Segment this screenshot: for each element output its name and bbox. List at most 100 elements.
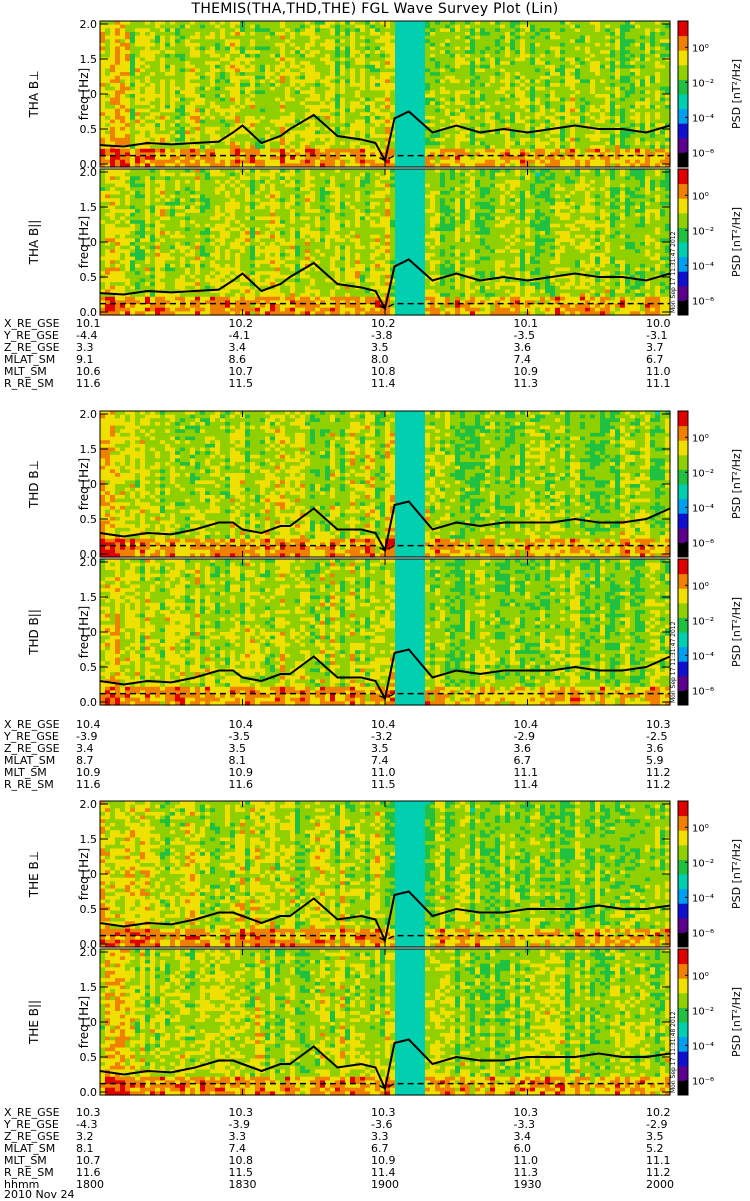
colorbar-tick-label: 10⁻⁶ xyxy=(692,1076,714,1087)
orbit-value: 1930 xyxy=(514,1179,542,1191)
y-tick-label: 1.5 xyxy=(80,833,98,846)
colorbar-tick-label: 10⁻⁶ xyxy=(692,148,714,159)
y-tick-label: 2.0 xyxy=(80,18,98,31)
y-tick-label: 2.0 xyxy=(80,166,98,179)
y-tick-label: 0.5 xyxy=(80,271,98,284)
colorbar: 10⁰ 10⁻² 10⁻⁴ 10⁻⁶ PSD [nT²/Hz] xyxy=(678,801,743,948)
y-tick-label: 1.5 xyxy=(80,53,98,66)
orbit-row-label: R_RE_SM xyxy=(4,779,54,791)
y-tick-label: 0.5 xyxy=(80,513,98,526)
colorbar-tick-label: 10⁰ xyxy=(692,433,709,444)
colorbar-tick-label: 10⁻⁴ xyxy=(692,113,714,124)
orbit-value: 11.6 xyxy=(76,378,101,390)
panel-label: THE B|| xyxy=(27,1000,41,1045)
y-tick-label: 0.0 xyxy=(80,696,98,709)
colorbar-label: PSD [nT²/Hz] xyxy=(730,987,743,1057)
orbit-value: 11.5 xyxy=(229,378,254,390)
heatmap-cells xyxy=(100,411,671,558)
orbit-value: 11.1 xyxy=(646,378,671,390)
colorbar-label: PSD [nT²/Hz] xyxy=(730,839,743,909)
heatmap-cells xyxy=(100,559,671,706)
y-axis-label: freq [Hz] xyxy=(77,606,91,658)
orbit-value: 11.6 xyxy=(76,779,101,791)
y-axis-label: freq [Hz] xyxy=(77,996,91,1048)
heatmap-cells xyxy=(100,21,671,168)
colorbar-tick-label: 10⁰ xyxy=(692,971,709,982)
colorbar-tick-label: 10⁻⁴ xyxy=(692,261,714,272)
y-tick-label: 2.0 xyxy=(80,408,98,421)
heatmap-cells xyxy=(100,169,671,316)
panel-label: THD B⊥ xyxy=(27,460,41,509)
colorbar-tick-label: 10⁻² xyxy=(692,616,714,627)
heatmap-cells xyxy=(100,801,671,948)
colorbar-tick-label: 10⁻⁶ xyxy=(692,296,714,307)
orbit-row-label: R_RE_SM xyxy=(4,378,54,390)
y-tick-label: 1.5 xyxy=(80,981,98,994)
y-axis-label: freq [Hz] xyxy=(77,848,91,900)
colorbar: 10⁰ 10⁻² 10⁻⁴ 10⁻⁶ PSD [nT²/Hz] xyxy=(678,21,743,168)
y-axis-label: freq [Hz] xyxy=(77,216,91,268)
y-tick-label: 0.5 xyxy=(80,123,98,136)
y-axis-label: freq [Hz] xyxy=(77,68,91,120)
colorbar: 10⁰ 10⁻² 10⁻⁴ 10⁻⁶ PSD [nT²/Hz] xyxy=(678,559,743,706)
panel-label: THA B⊥ xyxy=(27,70,41,118)
panel-label: THD B|| xyxy=(27,609,41,656)
orbit-value: 1800 xyxy=(76,1179,104,1191)
colorbar: 10⁰ 10⁻² 10⁻⁴ 10⁻⁶ PSD [nT²/Hz] xyxy=(678,169,743,316)
orbit-value: 11.6 xyxy=(229,779,254,791)
colorbar-tick-label: 10⁻² xyxy=(692,226,714,237)
timestamp-stamp: Mon Sep 17 11:31:48 2012 xyxy=(670,1011,677,1093)
colorbar-label: PSD [nT²/Hz] xyxy=(730,59,743,129)
orbit-value: 1900 xyxy=(371,1179,399,1191)
date-label: 2010 Nov 24 xyxy=(4,1188,74,1201)
timestamp-stamp: Mon Sep 17 11:31:47 2012 xyxy=(670,621,677,703)
orbit-value: 2000 xyxy=(646,1179,674,1191)
colorbar-tick-label: 10⁻⁴ xyxy=(692,1041,714,1052)
colorbar: 10⁰ 10⁻² 10⁻⁴ 10⁻⁶ PSD [nT²/Hz] xyxy=(678,949,743,1096)
y-tick-label: 0.5 xyxy=(80,661,98,674)
y-axis-label: freq [Hz] xyxy=(77,458,91,510)
colorbar-tick-label: 10⁻⁴ xyxy=(692,893,714,904)
y-tick-label: 2.0 xyxy=(80,556,98,569)
colorbar-tick-label: 10⁰ xyxy=(692,581,709,592)
plot-title: THEMIS(THA,THD,THE) FGL Wave Survey Plot… xyxy=(0,1,750,17)
y-tick-label: 2.0 xyxy=(80,798,98,811)
y-tick-label: 1.5 xyxy=(80,443,98,456)
heatmap-cells xyxy=(100,949,671,1096)
y-tick-label: 2.0 xyxy=(80,946,98,959)
colorbar-label: PSD [nT²/Hz] xyxy=(730,207,743,277)
colorbar-label: PSD [nT²/Hz] xyxy=(730,597,743,667)
orbit-value: 11.5 xyxy=(371,779,396,791)
colorbar-tick-label: 10⁰ xyxy=(692,43,709,54)
colorbar-tick-label: 10⁻⁴ xyxy=(692,651,714,662)
y-tick-label: 0.5 xyxy=(80,903,98,916)
y-tick-label: 1.5 xyxy=(80,591,98,604)
y-tick-label: 0.5 xyxy=(80,1051,98,1064)
colorbar-tick-label: 10⁻² xyxy=(692,468,714,479)
timestamp-stamp: Mon Sep 17 11:31:47 2012 xyxy=(670,231,677,313)
colorbar-tick-label: 10⁰ xyxy=(692,191,709,202)
colorbar-tick-label: 10⁰ xyxy=(692,823,709,834)
panel-label: THE B⊥ xyxy=(27,851,41,898)
orbit-value: 11.4 xyxy=(371,378,396,390)
colorbar-tick-label: 10⁻⁶ xyxy=(692,686,714,697)
orbit-value: 11.3 xyxy=(514,378,539,390)
orbit-value: 11.2 xyxy=(646,779,671,791)
colorbar-tick-label: 10⁻⁶ xyxy=(692,538,714,549)
colorbar-tick-label: 10⁻² xyxy=(692,858,714,869)
orbit-value: 1830 xyxy=(229,1179,257,1191)
y-tick-label: 1.5 xyxy=(80,201,98,214)
colorbar-tick-label: 10⁻⁶ xyxy=(692,928,714,939)
colorbar-tick-label: 10⁻⁴ xyxy=(692,503,714,514)
panel-label: THA B|| xyxy=(27,220,41,266)
y-tick-label: 0.0 xyxy=(80,1086,98,1099)
colorbar-tick-label: 10⁻² xyxy=(692,78,714,89)
colorbar-tick-label: 10⁻² xyxy=(692,1006,714,1017)
